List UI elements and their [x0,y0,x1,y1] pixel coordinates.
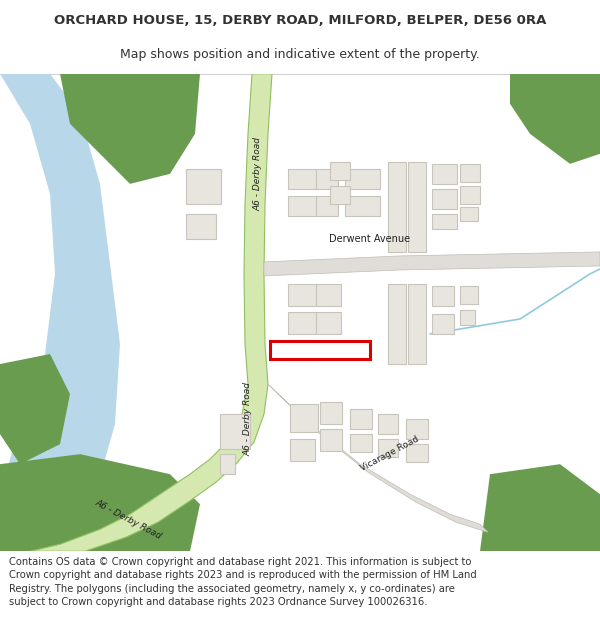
Bar [330,162,350,180]
Polygon shape [0,74,120,551]
Bar [186,214,216,239]
Bar [316,169,338,189]
Bar [316,312,341,334]
Bar [378,439,398,457]
Bar [220,454,235,474]
Text: Map shows position and indicative extent of the property.: Map shows position and indicative extent… [120,48,480,61]
Bar [406,419,428,439]
Bar [288,196,316,216]
Polygon shape [30,74,272,551]
Bar [460,310,475,325]
Bar [290,404,318,432]
Bar [408,162,426,252]
Bar [290,439,315,461]
Bar [432,189,457,209]
Bar [186,169,221,204]
Bar [408,284,426,364]
Bar [350,409,372,429]
Bar [350,434,372,452]
Text: ORCHARD HOUSE, 15, DERBY ROAD, MILFORD, BELPER, DE56 0RA: ORCHARD HOUSE, 15, DERBY ROAD, MILFORD, … [54,14,546,27]
Bar [378,414,398,434]
Bar [460,286,478,304]
Bar [316,196,338,216]
Polygon shape [0,454,200,551]
Bar [432,286,454,306]
Bar [316,284,341,306]
Bar [345,169,380,189]
Polygon shape [510,74,600,164]
Bar [432,314,454,334]
Bar [432,214,457,229]
Text: Vicarage Road: Vicarage Road [359,435,421,473]
Text: Derwent Avenue: Derwent Avenue [329,234,410,244]
Bar [460,207,478,221]
Bar [288,312,316,334]
Bar [388,284,406,364]
Polygon shape [264,252,600,276]
Bar [406,444,428,462]
Bar [288,340,312,360]
Polygon shape [480,464,600,551]
Bar [460,164,480,182]
Bar [320,402,342,424]
Bar [345,196,380,216]
Text: Contains OS data © Crown copyright and database right 2021. This information is : Contains OS data © Crown copyright and d… [9,557,477,607]
Bar [270,341,370,359]
Polygon shape [60,74,200,184]
Polygon shape [268,384,488,532]
Text: A6 - Derby Road: A6 - Derby Road [93,498,163,541]
Bar [432,164,457,184]
Bar [330,186,350,204]
Bar [388,162,406,252]
Bar [220,414,250,449]
Text: A6 - Derby Road: A6 - Derby Road [244,382,253,456]
Text: A6 - Derby Road: A6 - Derby Road [254,137,263,211]
Bar [320,429,342,451]
Bar [288,169,316,189]
Polygon shape [0,354,70,464]
Bar [288,284,316,306]
Bar [460,186,480,204]
